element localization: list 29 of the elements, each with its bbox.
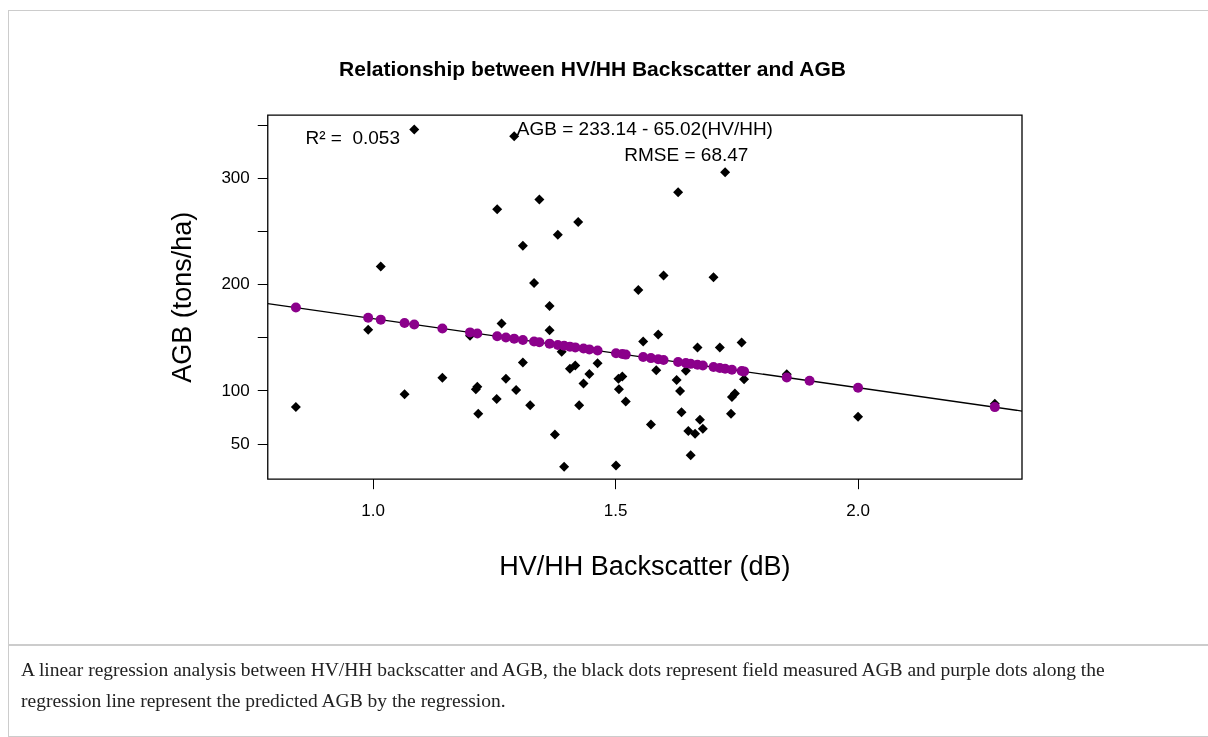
x-axis-title: HV/HH Backscatter (dB) bbox=[499, 551, 791, 582]
annotation: AGB = 233.14 - 65.02(HV/HH) bbox=[516, 118, 773, 140]
point bbox=[437, 323, 448, 334]
annotation: RMSE = 68.47 bbox=[624, 143, 749, 165]
y-tick-label: 100 bbox=[221, 380, 250, 400]
y-tick-label: 300 bbox=[221, 168, 250, 188]
chart-title: Relationship between HV/HH Backscatter and AGB bbox=[339, 57, 846, 81]
point bbox=[517, 334, 528, 345]
point bbox=[804, 375, 815, 386]
y-tick-label: 50 bbox=[230, 433, 250, 453]
point bbox=[399, 318, 410, 329]
y-tick-label: 200 bbox=[221, 274, 250, 294]
point bbox=[375, 314, 386, 325]
text: A linear regression analysis between HV/HH backscatter and AGB, the black dots represent field measured AGB and purple dots along the regression line represent the predicted AGB by the regression. bbox=[8, 645, 1208, 737]
x-tick-label: 2.0 bbox=[846, 501, 870, 521]
point bbox=[472, 328, 483, 339]
point bbox=[363, 312, 374, 323]
point bbox=[409, 319, 420, 330]
x-tick-label: 1.5 bbox=[603, 501, 628, 521]
point bbox=[290, 302, 301, 313]
y-axis-title: AGB (tons/ha) bbox=[166, 211, 197, 383]
point bbox=[592, 345, 603, 356]
point bbox=[989, 402, 1000, 413]
annotation: R² = 0.053 bbox=[305, 127, 401, 149]
point bbox=[492, 331, 503, 342]
point bbox=[853, 382, 864, 393]
x-tick-label: 1.0 bbox=[361, 501, 385, 521]
point bbox=[500, 332, 511, 343]
point bbox=[509, 333, 520, 344]
